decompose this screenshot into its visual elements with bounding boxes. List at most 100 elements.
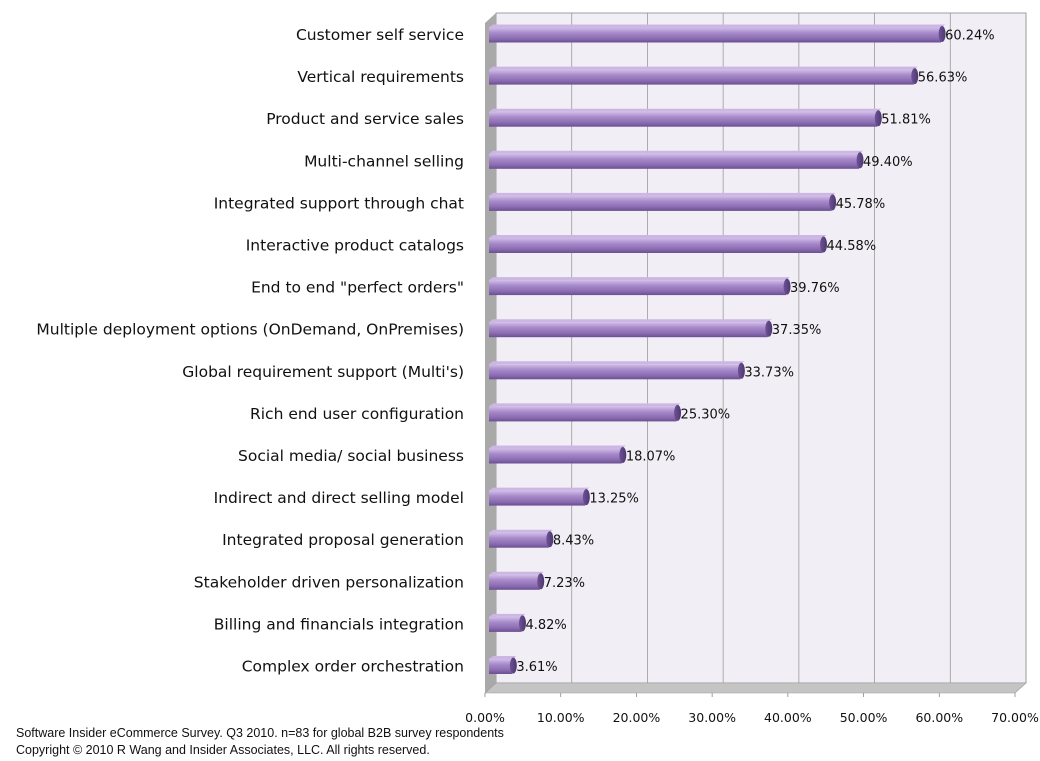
bar-value-label: 60.24%: [945, 29, 995, 44]
plot-side-wall: [485, 13, 496, 693]
bar: [489, 108, 882, 127]
category-label: Vertical requirements: [297, 68, 464, 86]
category-label: Integrated support through chat: [214, 194, 464, 212]
category-label: Complex order orchestration: [242, 658, 464, 676]
bar-front-face: [489, 111, 878, 127]
bar-value-label: 45.78%: [836, 197, 886, 212]
bar-end-cap: [829, 194, 837, 211]
category-label: Indirect and direct selling model: [214, 489, 464, 507]
footnote-copyright: Copyright © 2010 R Wang and Insider Asso…: [16, 743, 430, 757]
bar-top-face: [489, 277, 791, 281]
bar-value-label: 13.25%: [589, 492, 639, 507]
category-label: Multi-channel selling: [304, 152, 464, 170]
bar-top-face: [489, 150, 864, 154]
bar: [489, 150, 864, 169]
bar: [489, 66, 919, 85]
x-tick-label: 40.00%: [764, 710, 812, 725]
value-labels: 60.24% 56.63% 51.81% 49.40% 45.78% 44.58% 39.7…: [516, 29, 994, 676]
x-tick-label: 30.00%: [688, 710, 736, 725]
category-label: Customer self service: [296, 26, 464, 44]
bar-top-face: [489, 613, 526, 617]
bar-value-label: 4.82%: [525, 618, 566, 633]
bar-value-label: 37.35%: [772, 323, 822, 338]
bar-end-cap: [674, 404, 682, 421]
bar: [489, 24, 946, 43]
bar-end-cap: [783, 278, 791, 295]
x-tick-label: 0.00%: [465, 710, 505, 725]
bar: [489, 656, 517, 674]
bar-front-face: [489, 280, 787, 296]
bar-top-face: [489, 108, 882, 112]
category-label: Integrated proposal generation: [222, 531, 464, 549]
bar-top-face: [489, 529, 553, 533]
bar: [489, 361, 745, 380]
bar-value-label: 8.43%: [553, 534, 594, 549]
bar-value-label: 25.30%: [681, 407, 731, 422]
category-label: Stakeholder driven personalization: [194, 573, 464, 591]
bar-end-cap: [765, 320, 773, 337]
bar-top-face: [489, 235, 827, 238]
bar-end-cap: [820, 236, 828, 253]
bar-front-face: [489, 406, 677, 422]
x-axis-ticks: 0.00% 10.00% 20.00% 30.00% 40.00% 50.00% 60.00…: [465, 693, 1039, 725]
category-labels: Customer self service Vertical requiremen…: [36, 26, 464, 676]
bar: [489, 571, 545, 590]
bar-top-face: [489, 403, 681, 407]
footnote-survey: Software Insider eCommerce Survey. Q3 20…: [16, 726, 504, 740]
x-tick-label: 10.00%: [537, 710, 585, 725]
bar-front-face: [489, 69, 914, 85]
bar-value-label: 3.61%: [516, 660, 557, 675]
plot-floor: [484, 682, 1027, 694]
bar-end-cap: [509, 657, 517, 674]
bar-front-face: [489, 153, 860, 169]
bar-value-label: 44.58%: [827, 239, 877, 254]
bar: [489, 277, 791, 296]
bar: [489, 529, 554, 548]
bar-end-cap: [938, 26, 946, 42]
bar-value-label: 39.76%: [790, 281, 840, 296]
bar: [489, 487, 590, 506]
bar-end-cap: [874, 110, 882, 127]
bar-value-label: 33.73%: [744, 365, 794, 380]
x-tick-label: 20.00%: [613, 710, 661, 725]
bar-end-cap: [911, 68, 919, 85]
bar-value-label: 51.81%: [881, 113, 931, 128]
bar-end-cap: [856, 152, 864, 169]
bar-end-cap: [582, 489, 590, 506]
bar: [489, 445, 627, 464]
bar-front-face: [489, 532, 549, 548]
category-label: Billing and financials integration: [214, 615, 464, 633]
category-label: End to end "perfect orders": [251, 279, 464, 297]
bar-front-face: [489, 322, 768, 338]
bar-front-face: [489, 448, 622, 464]
bar-value-label: 18.07%: [626, 450, 676, 465]
category-label: Global requirement support (Multi's): [182, 363, 464, 381]
bar-front-face: [489, 616, 522, 632]
category-label: Social media/ social business: [238, 447, 464, 465]
bar-top-face: [489, 192, 836, 196]
bar: [489, 319, 773, 338]
bar-end-cap: [737, 362, 745, 379]
bar-top-face: [489, 571, 544, 575]
bar-front-face: [489, 364, 741, 380]
category-label: Rich end user configuration: [250, 405, 464, 423]
bar-top-face: [489, 24, 946, 28]
bar-value-label: 56.63%: [918, 71, 968, 86]
bar-end-cap: [619, 447, 627, 463]
bar-front-face: [489, 659, 513, 674]
bars: [489, 24, 946, 674]
bar-top-face: [489, 656, 517, 659]
bar-top-face: [489, 361, 745, 365]
x-tick-label: 60.00%: [915, 710, 963, 725]
category-label: Product and service sales: [266, 110, 464, 128]
bar-top-face: [489, 66, 918, 70]
bar-front-face: [489, 490, 586, 506]
x-tick-label: 70.00%: [991, 710, 1039, 725]
bar-top-face: [489, 445, 626, 449]
bar-front-face: [489, 195, 832, 211]
bar: [489, 613, 526, 632]
category-label: Interactive product catalogs: [246, 237, 464, 255]
bar-front-face: [489, 574, 540, 590]
x-tick-label: 50.00%: [840, 710, 888, 725]
